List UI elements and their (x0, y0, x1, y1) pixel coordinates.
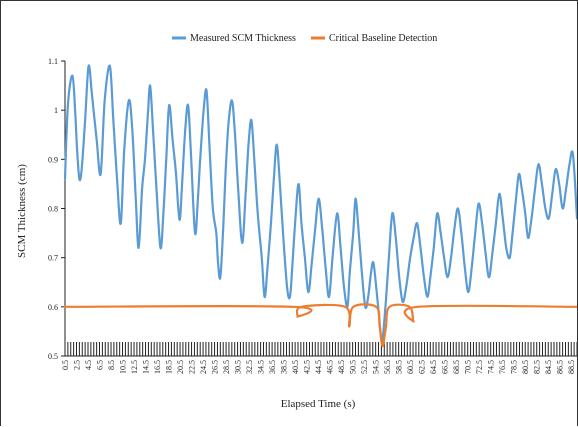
x-tick-label: 30.5 (234, 360, 243, 374)
x-tick-label: 46.5 (326, 360, 335, 374)
y-tick-label: 1 (54, 106, 58, 115)
x-axis-title: Elapsed Time (s) (281, 398, 356, 410)
y-axis-title: SCM Thickness (cm) (16, 164, 28, 258)
x-tick-label: 78.5 (510, 360, 519, 374)
x-tick-label: 50.5 (349, 360, 358, 374)
x-tick-label: 20.5 (176, 360, 185, 374)
x-tick-label: 74.5 (487, 360, 496, 374)
x-axis: 0.5 2.5 4.5 6.5 8.5 10.5 12.5 14.5 16.5 18.5 20.5 2… (61, 342, 577, 374)
x-tick-label: 38.5 (280, 360, 289, 374)
x-tick-label: 76.5 (498, 360, 507, 374)
x-tick-label: 12.5 (130, 360, 139, 374)
x-tick-label: 26.5 (211, 360, 220, 374)
x-tick-label: 40.5 (291, 360, 300, 374)
x-tick-label: 52.5 (360, 360, 369, 374)
x-tick-label: 36.5 (268, 360, 277, 374)
x-tick-label: 44.5 (314, 360, 323, 374)
legend-label-baseline: Critical Baseline Detection (329, 33, 437, 44)
x-tick-label: 86.5 (556, 360, 565, 374)
x-tick-label: 32.5 (245, 360, 254, 374)
x-tick-label: 64.5 (429, 360, 438, 374)
x-tick-label: 0.5 (61, 360, 70, 370)
x-tick-label: 28.5 (222, 360, 231, 374)
x-tick-label: 6.5 (96, 360, 105, 370)
x-tick-label: 84.5 (544, 360, 553, 374)
y-tick-label: 0.5 (48, 352, 58, 361)
legend: Measured SCM Thickness Critical Baseline… (172, 33, 437, 44)
x-tick-label: 4.5 (84, 360, 93, 370)
x-tick-label: 16.5 (153, 360, 162, 374)
x-tick-label: 70.5 (464, 360, 473, 374)
x-tick-label: 42.5 (303, 360, 312, 374)
x-tick-label: 60.5 (406, 360, 415, 374)
legend-label-measured: Measured SCM Thickness (190, 33, 296, 44)
y-tick-label: 0.9 (48, 155, 58, 164)
x-tick-label: 72.5 (475, 360, 484, 374)
x-tick-label: 88.5 (567, 360, 576, 374)
y-tick-label: 0.7 (48, 254, 58, 263)
x-tick-label: 54.5 (372, 360, 381, 374)
x-tick-label: 62.5 (418, 360, 427, 374)
series-line-measured-scm-thickness (63, 64, 577, 343)
x-tick-label: 68.5 (452, 360, 461, 374)
x-tick-label: 18.5 (165, 360, 174, 374)
x-tick-label: 58.5 (395, 360, 404, 374)
x-tick-label: 8.5 (107, 360, 116, 370)
y-tick-label: 1.1 (48, 57, 58, 66)
y-tick-label: 0.6 (48, 303, 58, 312)
series-layer (63, 64, 577, 348)
x-tick-label: 66.5 (441, 360, 450, 374)
x-tick-label: 10.5 (119, 360, 128, 374)
x-tick-label: 82.5 (533, 360, 542, 374)
x-tick-label: 2.5 (73, 360, 82, 370)
x-tick-label: 24.5 (199, 360, 208, 374)
x-tick-label: 22.5 (188, 360, 197, 374)
y-axis: 0.5 0.6 0.7 0.8 0.9 1 1.1 (48, 57, 66, 361)
x-tick-label: 56.5 (383, 360, 392, 374)
series-line-critical-baseline (63, 303, 577, 348)
x-tick-label: 14.5 (142, 360, 151, 374)
x-tick-label: 48.5 (337, 360, 346, 374)
y-tick-label: 0.8 (48, 205, 58, 214)
x-tick-label: 80.5 (521, 360, 530, 374)
x-tick-label: 34.5 (257, 360, 266, 374)
